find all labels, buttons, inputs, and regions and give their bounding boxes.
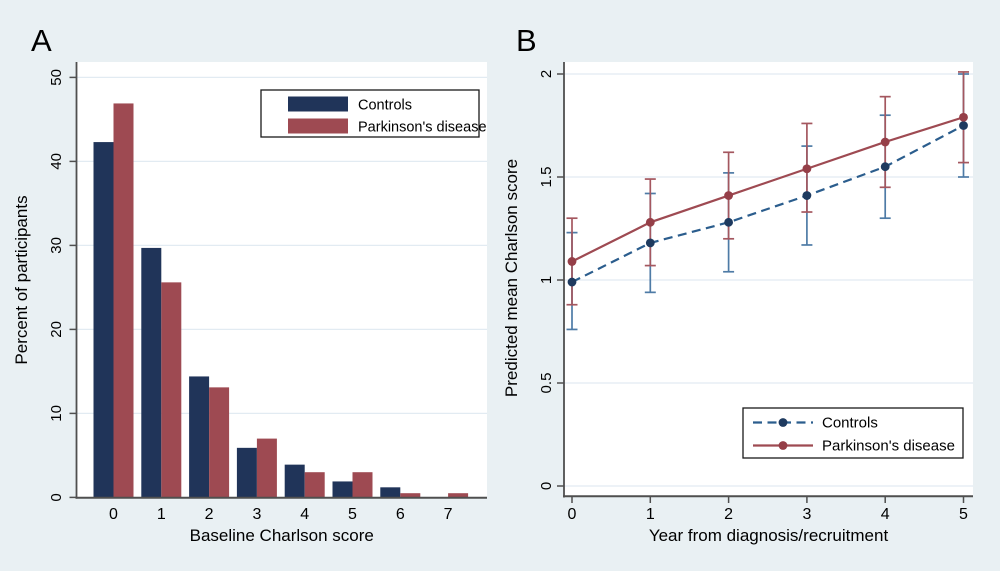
marker-pd-year3 <box>802 164 812 174</box>
bar-pd-5 <box>352 472 373 498</box>
legend-label-controls: Controls <box>358 98 412 114</box>
x-tick-label: 1 <box>646 506 655 523</box>
marker-controls-year5 <box>959 121 968 130</box>
marker-pd-year0 <box>567 257 577 266</box>
y-axis-title: Percent of participants <box>12 195 31 364</box>
x-axis-title: Year from diagnosis/recruitment <box>649 526 889 545</box>
bar-pd-4 <box>304 472 325 498</box>
bar-controls-3 <box>236 447 257 498</box>
line-controls <box>571 124 965 284</box>
x-axis-title: Baseline Charlson score <box>190 526 374 545</box>
legend-label-pd: Parkinson's disease <box>822 438 955 455</box>
bar-pd-0 <box>113 103 134 498</box>
marker-pd-year4 <box>880 137 890 147</box>
bar-controls-6 <box>380 487 401 498</box>
y-tick-label: 10 <box>48 405 65 422</box>
bar-pd-6 <box>400 493 421 498</box>
bar-pd-1 <box>161 282 182 498</box>
legend-b: Controls Parkinson's disease <box>742 407 964 459</box>
y-tick-label: 1 <box>538 276 555 284</box>
bar-pd-7 <box>448 493 469 498</box>
bar-controls-0 <box>93 142 114 498</box>
marker-controls-year1 <box>645 238 655 248</box>
marker-controls-year3 <box>802 191 812 200</box>
legend-marker-controls <box>778 418 788 427</box>
y-tick-label: 0 <box>538 482 555 490</box>
x-tick-label: 1 <box>157 506 166 523</box>
legend-box <box>742 407 964 459</box>
legend-swatch-pd <box>288 118 348 134</box>
panel-b-label: B <box>516 23 537 58</box>
y-tick-label: 20 <box>48 321 65 338</box>
marker-controls-year2 <box>724 217 733 227</box>
panel-b: 0 0.5 1 1.5 2 0 1 2 3 4 5 Year from diagnosis/recru… <box>502 62 973 545</box>
x-tick-label: 0 <box>568 506 577 523</box>
marker-controls-year0 <box>567 277 577 287</box>
x-tick-label: 2 <box>205 506 214 523</box>
x-tick-label: 6 <box>396 506 405 523</box>
panel-a-label: A <box>31 23 52 58</box>
x-tick-label: 7 <box>444 506 453 523</box>
bar-controls-2 <box>189 376 210 498</box>
y-tick-label: 1.5 <box>538 167 555 188</box>
y-tick-label: 0.5 <box>538 373 555 394</box>
y-axis-title: Predicted mean Charlson score <box>502 159 521 397</box>
x-tick-label: 0 <box>109 506 118 523</box>
bar-pd-3 <box>256 438 277 498</box>
legend-label-controls: Controls <box>822 415 878 432</box>
y-tick-label: 30 <box>48 237 65 254</box>
legend-label-pd: Parkinson's disease <box>358 120 487 136</box>
marker-pd-year1 <box>645 217 655 227</box>
x-tick-label: 3 <box>252 506 261 523</box>
x-tick-label: 5 <box>348 506 357 523</box>
legend-a: Controls Parkinson's disease <box>260 89 487 138</box>
marker-pd-year2 <box>724 191 733 200</box>
y-tick-label: 0 <box>48 493 65 501</box>
x-tick-label: 4 <box>881 506 890 523</box>
bar-controls-5 <box>332 481 353 498</box>
x-tick-label: 4 <box>300 506 309 523</box>
legend-swatch-controls <box>288 96 348 112</box>
marker-pd-year5 <box>959 112 968 122</box>
x-tick-label: 2 <box>724 506 733 523</box>
bar-pd-2 <box>209 387 230 498</box>
line-pd <box>571 116 964 263</box>
legend-marker-pd <box>778 441 788 450</box>
x-tick-label: 5 <box>959 506 968 523</box>
x-tick-label: 3 <box>802 506 811 523</box>
panel-a: 0 10 20 30 40 50 0 1 2 3 4 5 6 7 Baseline Charlson sco… <box>12 62 487 545</box>
y-tick-label: 40 <box>48 153 65 170</box>
y-tick-label: 2 <box>538 70 555 78</box>
marker-controls-year4 <box>880 162 890 172</box>
bar-controls-4 <box>284 464 305 498</box>
bar-controls-1 <box>141 247 162 498</box>
y-tick-label: 50 <box>48 69 65 86</box>
